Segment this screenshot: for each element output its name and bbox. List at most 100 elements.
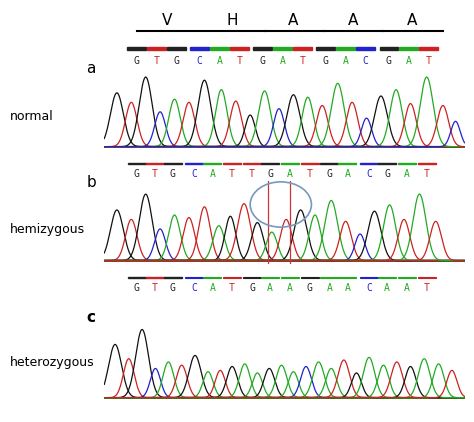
Text: T: T [307, 169, 312, 179]
Text: H: H [227, 13, 238, 28]
Text: G: G [134, 169, 140, 179]
Bar [419, 47, 438, 50]
Text: T: T [154, 57, 159, 66]
Bar [128, 47, 146, 50]
Bar [320, 277, 338, 278]
Bar [147, 47, 166, 50]
Bar [243, 163, 261, 164]
Text: A: A [217, 57, 222, 66]
Text: G: G [267, 169, 273, 179]
Bar [378, 163, 396, 164]
Bar [128, 163, 146, 164]
Text: T: T [229, 283, 235, 293]
Text: T: T [426, 57, 431, 66]
Bar [356, 47, 375, 50]
Text: T: T [229, 169, 235, 179]
Bar [380, 47, 398, 50]
Text: A: A [210, 169, 215, 179]
Text: T: T [424, 283, 429, 293]
Bar [281, 277, 299, 278]
Text: G: G [134, 57, 140, 66]
Text: G: G [386, 57, 392, 66]
Text: T: T [237, 57, 242, 66]
Text: heterozygous: heterozygous [9, 357, 94, 369]
Bar [243, 277, 261, 278]
Text: T: T [249, 169, 255, 179]
Bar [203, 163, 221, 164]
Bar [128, 277, 146, 278]
Text: G: G [249, 283, 255, 293]
Text: normal: normal [9, 110, 53, 122]
Text: A: A [347, 13, 358, 28]
Bar [167, 47, 186, 50]
Text: C: C [197, 57, 203, 66]
Bar [293, 47, 312, 50]
Bar [273, 47, 292, 50]
Text: C: C [191, 169, 197, 179]
Bar [301, 163, 319, 164]
Bar [164, 163, 182, 164]
Text: c: c [86, 310, 95, 325]
Text: T: T [424, 169, 429, 179]
Bar [399, 47, 418, 50]
Bar [164, 277, 182, 278]
Bar [301, 277, 319, 278]
Bar [281, 163, 299, 164]
Bar [336, 47, 355, 50]
Text: A: A [210, 283, 215, 293]
Bar [261, 163, 279, 164]
Bar [185, 277, 203, 278]
Text: T: T [152, 169, 158, 179]
Bar [378, 277, 396, 278]
Bar [223, 277, 241, 278]
Bar [223, 163, 241, 164]
Bar [360, 163, 378, 164]
Text: A: A [384, 283, 390, 293]
Bar [317, 47, 335, 50]
Text: C: C [366, 169, 372, 179]
Bar [398, 277, 416, 278]
Bar [418, 277, 436, 278]
Bar [191, 47, 209, 50]
Bar [261, 277, 279, 278]
Text: G: G [327, 169, 332, 179]
Text: A: A [345, 283, 350, 293]
Text: G: G [323, 57, 329, 66]
Bar [146, 163, 164, 164]
Text: a: a [86, 61, 96, 76]
Bar [203, 277, 221, 278]
Text: b: b [86, 175, 96, 190]
Text: A: A [287, 283, 293, 293]
Text: C: C [363, 57, 368, 66]
Text: A: A [343, 57, 348, 66]
Text: G: G [384, 169, 390, 179]
Bar [418, 163, 436, 164]
Bar [320, 163, 338, 164]
Text: A: A [404, 283, 410, 293]
Text: C: C [191, 283, 197, 293]
Text: G: G [260, 57, 266, 66]
Text: A: A [407, 13, 418, 28]
Text: T: T [300, 57, 305, 66]
Bar [360, 277, 378, 278]
Text: A: A [287, 169, 293, 179]
Text: G: G [307, 283, 312, 293]
Bar [254, 47, 272, 50]
Bar [185, 163, 203, 164]
Bar [230, 47, 249, 50]
Text: T: T [152, 283, 158, 293]
Bar [398, 163, 416, 164]
Text: A: A [288, 13, 299, 28]
Text: A: A [267, 283, 273, 293]
Text: V: V [162, 13, 173, 28]
Bar [210, 47, 229, 50]
Bar [146, 277, 164, 278]
Text: A: A [404, 169, 410, 179]
Text: G: G [170, 169, 176, 179]
Text: A: A [406, 57, 411, 66]
Bar [338, 163, 356, 164]
Text: A: A [280, 57, 285, 66]
Text: G: G [134, 283, 140, 293]
Text: A: A [327, 283, 332, 293]
Text: A: A [345, 169, 350, 179]
